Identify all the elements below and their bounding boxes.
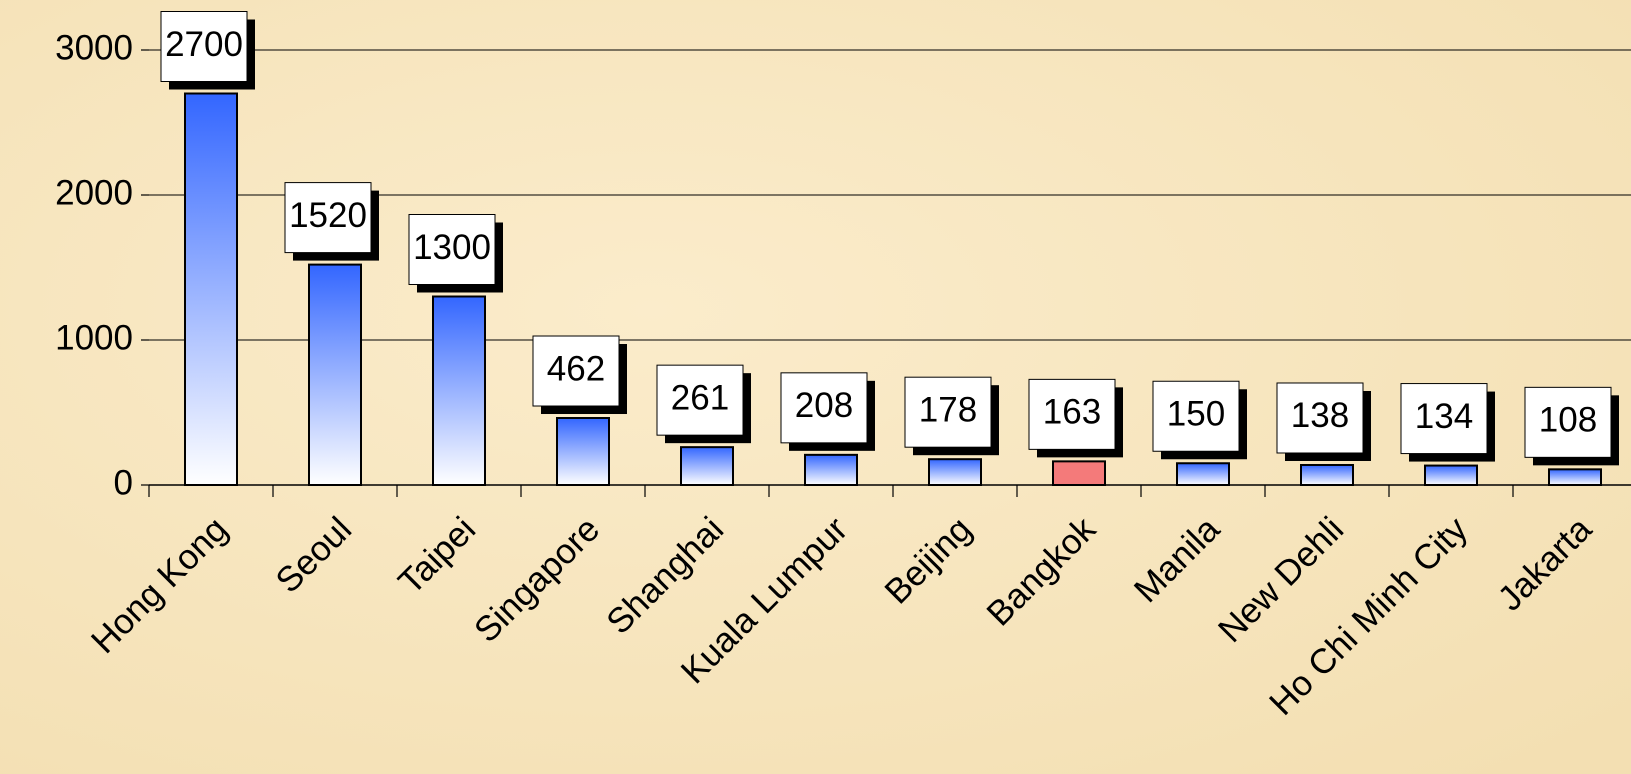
bar (432, 295, 486, 486)
bar (184, 92, 238, 486)
data-label: 138 (1291, 396, 1349, 435)
label-box (1400, 383, 1488, 455)
y-tick-label: 1000 (55, 318, 133, 357)
label-box (904, 376, 992, 448)
bar (680, 446, 734, 486)
bar (1300, 463, 1354, 486)
bar (1052, 460, 1106, 486)
data-label: 1300 (413, 228, 491, 267)
label-box (1152, 380, 1240, 452)
bar (928, 458, 982, 487)
data-label: 178 (919, 390, 977, 429)
data-label: 1520 (289, 196, 367, 235)
data-label: 108 (1539, 401, 1597, 440)
y-tick-label: 3000 (55, 28, 133, 67)
data-label: 134 (1415, 397, 1473, 436)
label-box (1276, 382, 1364, 454)
label-box (532, 335, 620, 407)
data-label: 163 (1043, 393, 1101, 432)
label-box (284, 182, 372, 254)
data-label: 261 (671, 378, 729, 417)
label-box (656, 364, 744, 436)
label-box (1524, 386, 1612, 458)
bar (308, 263, 362, 486)
bar (1424, 464, 1478, 487)
label-box (1028, 378, 1116, 450)
label-box (780, 372, 868, 444)
label-box (408, 214, 496, 285)
y-tick-label: 0 (114, 463, 133, 502)
y-tick-label: 2000 (55, 173, 133, 212)
bar (1548, 468, 1602, 486)
bar (804, 453, 858, 486)
bar (556, 417, 610, 487)
data-label: 208 (795, 386, 853, 425)
data-label: 150 (1167, 395, 1225, 434)
data-label: 2700 (165, 25, 243, 64)
label-box (160, 11, 248, 82)
data-label: 462 (547, 349, 605, 388)
bar (1176, 462, 1230, 486)
